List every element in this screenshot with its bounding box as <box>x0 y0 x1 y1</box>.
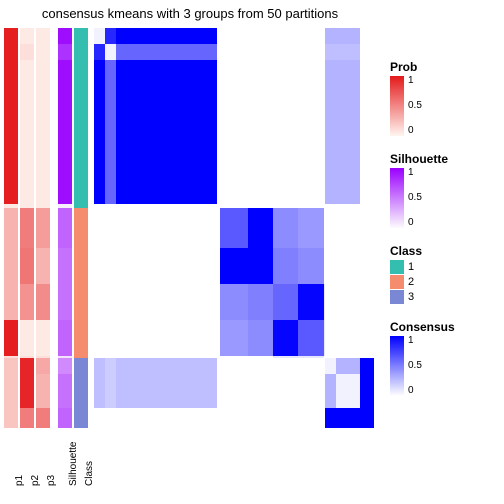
anno-col-p1 <box>4 28 18 428</box>
legend-consensus: Consensus 10.50 <box>390 320 498 396</box>
consensus-heatmap <box>94 28 374 428</box>
anno-col-Silhouette <box>58 28 72 428</box>
legend-class: Class 123 <box>390 244 498 304</box>
xlabel-Silhouette: Silhouette <box>68 442 79 486</box>
xlabel-p3: p3 <box>46 475 57 486</box>
chart-title: consensus kmeans with 3 groups from 50 p… <box>0 0 380 23</box>
anno-col-p3 <box>36 28 50 428</box>
class-swatch-1: 1 <box>390 260 498 274</box>
plot-area: p1p2p3SilhouetteClass <box>4 28 374 458</box>
xlabel-p2: p2 <box>30 475 41 486</box>
prob-gradient <box>390 76 404 136</box>
silhouette-gradient <box>390 168 404 228</box>
legend-panel: Prob 10.50 Silhouette 10.50 Class 123 Co… <box>390 60 498 412</box>
anno-col-p2 <box>20 28 34 428</box>
legend-silhouette: Silhouette 10.50 <box>390 152 498 228</box>
class-swatch-3: 3 <box>390 290 498 304</box>
legend-prob: Prob 10.50 <box>390 60 498 136</box>
class-swatch-2: 2 <box>390 275 498 289</box>
xlabel-p1: p1 <box>14 475 25 486</box>
anno-col-Class <box>74 28 88 428</box>
column-labels: p1 p2 p3 Silhouette Class <box>4 430 94 490</box>
xlabel-Class: Class <box>84 461 95 486</box>
consensus-gradient <box>390 336 404 396</box>
